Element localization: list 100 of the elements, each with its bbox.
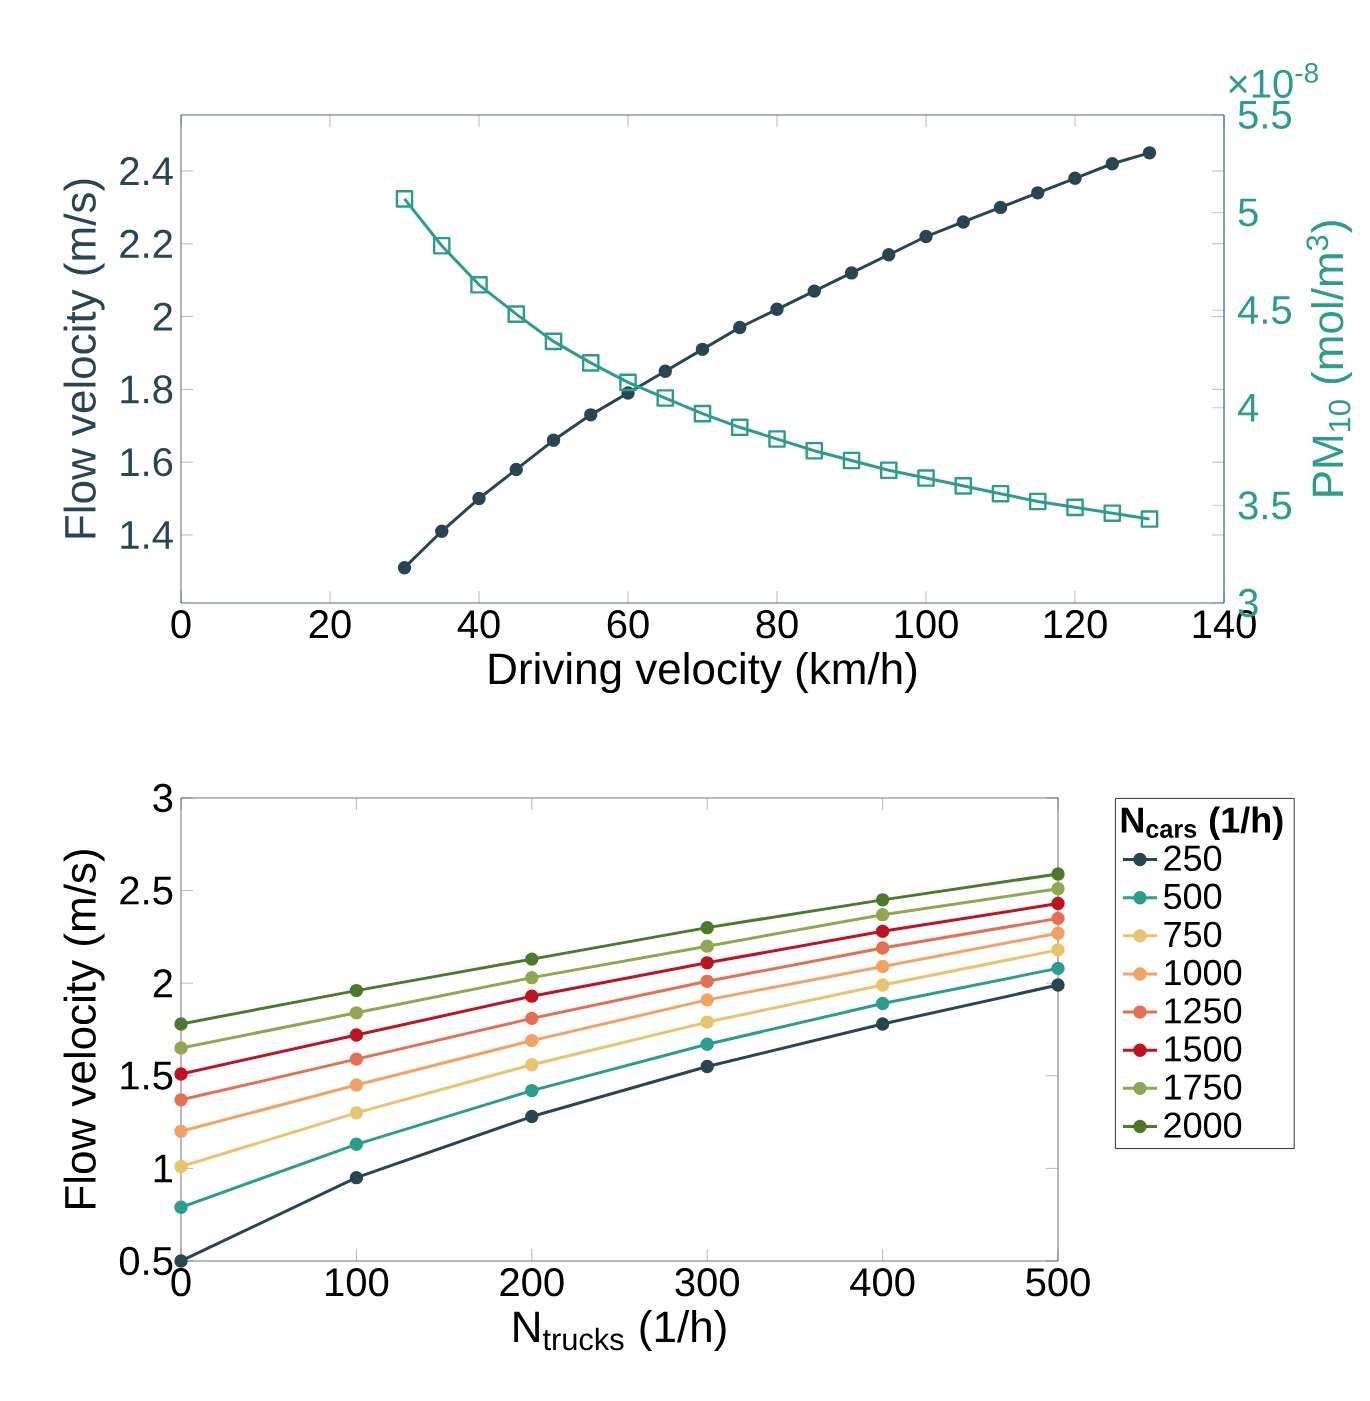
point [1140, 510, 1159, 528]
x-tick-label: 40 [457, 610, 500, 639]
point [875, 978, 890, 992]
point [875, 907, 890, 922]
point [472, 491, 486, 506]
point [700, 956, 714, 970]
point [470, 276, 488, 294]
legend-label: 2000 [1164, 1112, 1242, 1138]
y-tick-label: 1.5 [121, 1061, 173, 1090]
point [1051, 882, 1065, 896]
x-tick-label: 100 [326, 1268, 389, 1297]
x-tick-label: 20 [309, 610, 351, 639]
x-tick-label: 60 [607, 610, 649, 639]
point [349, 1106, 364, 1120]
point [349, 1078, 364, 1092]
y2-tick-label: 5 [1238, 198, 1258, 227]
point [875, 924, 890, 939]
point [525, 970, 539, 985]
point [807, 284, 821, 298]
point [875, 996, 890, 1011]
legend-title: N$_{cars}$ (1/h) [1121, 806, 1283, 840]
point [397, 560, 412, 575]
point [349, 1006, 364, 1020]
point [546, 433, 561, 448]
x-tick-label: 400 [850, 1268, 915, 1297]
point [525, 1109, 539, 1124]
point [1051, 961, 1065, 976]
point [1051, 911, 1065, 926]
point [658, 364, 672, 378]
point [435, 524, 449, 538]
y-tick-label: 1.4 [121, 521, 173, 549]
point [700, 939, 714, 953]
x-tick-label: 80 [756, 610, 798, 639]
point [525, 1011, 539, 1026]
y-tick-label: 1 [154, 1154, 172, 1183]
point [1066, 498, 1084, 517]
point [525, 1083, 539, 1098]
point [581, 354, 600, 372]
point [432, 236, 451, 255]
point [842, 451, 861, 470]
point [507, 305, 526, 323]
point [619, 373, 637, 392]
y-tick-label: 3 [153, 783, 173, 813]
x-tick-label: 120 [1044, 610, 1107, 639]
point [174, 1159, 188, 1174]
point [879, 461, 898, 480]
x-tick-label: 300 [675, 1268, 739, 1297]
legend-label: 1000 [1165, 959, 1242, 986]
point [1051, 943, 1065, 957]
point [525, 1057, 539, 1072]
point [1103, 504, 1122, 522]
point [525, 989, 539, 1003]
y-tick-label: 2.5 [120, 876, 173, 905]
point [349, 1052, 364, 1066]
point [509, 462, 523, 477]
legend-label: 500 [1164, 883, 1222, 910]
point [1051, 926, 1065, 940]
point [700, 1015, 714, 1029]
point [875, 941, 890, 955]
y-tick-label: 1.8 [121, 375, 173, 404]
y2-axis-title: PM$_{10}$ (mol/m$^{3}$) [1306, 221, 1353, 496]
point [954, 477, 973, 495]
x-tick-label: 0 [171, 1268, 191, 1297]
legend-label: 1250 [1165, 998, 1242, 1024]
point [917, 469, 935, 487]
point [1051, 978, 1065, 992]
y-axis-title: Flow velocity (m/s) [63, 179, 105, 538]
point [584, 408, 598, 422]
point [1105, 157, 1119, 171]
y-tick-label: 0.5 [119, 1246, 173, 1276]
point [805, 441, 824, 460]
y-tick-label: 2 [153, 969, 172, 998]
y-tick-label: 2 [153, 302, 172, 331]
legend-label: 750 [1164, 921, 1222, 948]
point [1051, 867, 1065, 881]
y-tick-label: 2.2 [120, 229, 172, 258]
point [174, 1017, 188, 1031]
point [395, 190, 414, 208]
y2-tick-label: 5.5 [1238, 101, 1292, 129]
point [875, 1017, 890, 1031]
y-axis-title: Flow velocity (m/s) [63, 850, 105, 1209]
y2-tick-label: 4.5 [1237, 296, 1292, 325]
point [693, 404, 712, 423]
point [174, 1041, 188, 1055]
legend-label: 1750 [1165, 1074, 1242, 1100]
y2-tick-label: 4 [1237, 394, 1259, 422]
point [656, 389, 675, 407]
x-tick-label: 0 [171, 610, 191, 639]
point [700, 920, 714, 935]
point [1051, 896, 1065, 911]
point [700, 1059, 714, 1074]
x-tick-label: 500 [1026, 1268, 1090, 1297]
point [174, 1254, 188, 1268]
point [349, 1170, 364, 1185]
point [544, 332, 563, 351]
text: ×10$^{-8}$ [1229, 62, 1318, 98]
point [695, 342, 710, 357]
point [174, 1200, 188, 1214]
point [875, 959, 890, 974]
point [700, 1037, 714, 1052]
